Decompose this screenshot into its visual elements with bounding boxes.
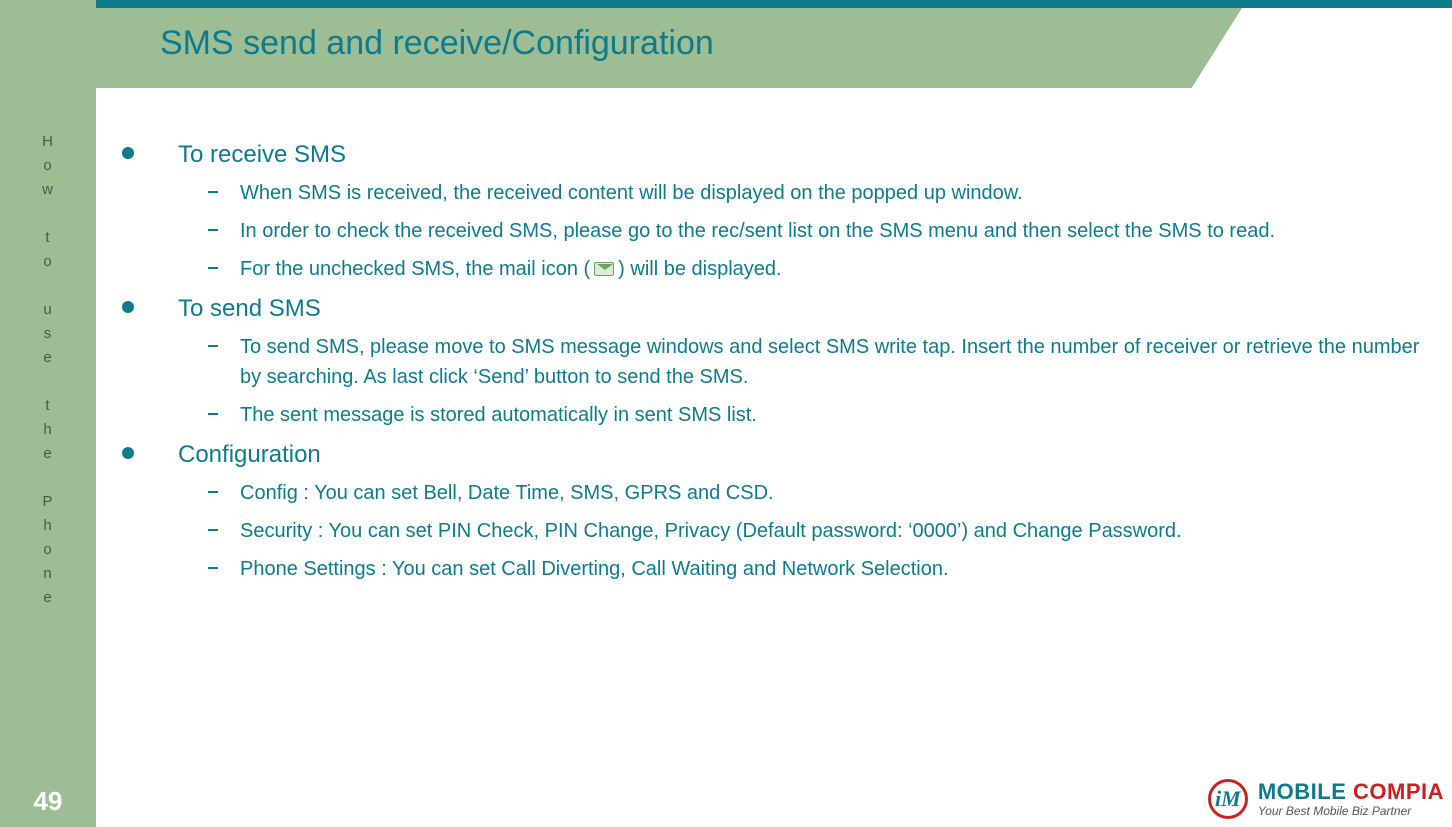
- section-heading: Configuration: [178, 438, 1436, 472]
- sub-bullet-list: When SMS is received, the received conte…: [178, 178, 1436, 284]
- header-curve: [1032, 8, 1452, 88]
- sidebar-label-char: h: [0, 418, 96, 442]
- top-accent-strip: [96, 0, 1452, 8]
- bullet-dot-icon: [122, 301, 134, 313]
- bullet-dash-icon: [208, 267, 218, 269]
- section-heading: To receive SMS: [178, 138, 1436, 172]
- sidebar-label-char: t: [0, 226, 96, 250]
- sub-bullet-text: The sent message is stored automatically…: [240, 400, 1436, 430]
- sidebar-label-char: h: [0, 514, 96, 538]
- sidebar-label-char: u: [0, 298, 96, 322]
- section: To receive SMS When SMS is received, the …: [116, 138, 1436, 284]
- sidebar-label-char: [0, 466, 96, 490]
- section: To send SMS To send SMS, please move to S…: [116, 292, 1436, 430]
- sidebar-label-char: o: [0, 538, 96, 562]
- sidebar-label-char: o: [0, 154, 96, 178]
- sub-bullet-item: Phone Settings : You can set Call Divert…: [178, 554, 1436, 584]
- sub-bullet-list: Config : You can set Bell, Date Time, SM…: [178, 478, 1436, 584]
- sidebar-label-char: e: [0, 586, 96, 610]
- logo-tagline: Your Best Mobile Biz Partner: [1258, 805, 1444, 817]
- sub-bullet-item: In order to check the received SMS, plea…: [178, 216, 1436, 246]
- sub-bullet-text: Config : You can set Bell, Date Time, SM…: [240, 478, 1436, 508]
- sub-bullet-item: Config : You can set Bell, Date Time, SM…: [178, 478, 1436, 508]
- content-panel: To receive SMS When SMS is received, the …: [96, 88, 1452, 827]
- bullet-dash-icon: [208, 191, 218, 193]
- sub-bullet-item: The sent message is stored automatically…: [178, 400, 1436, 430]
- sidebar-label-char: H: [0, 130, 96, 154]
- bullet-dash-icon: [208, 529, 218, 531]
- sidebar: How to use the Phone 49: [0, 0, 96, 827]
- sidebar-label-char: [0, 202, 96, 226]
- bullet-dash-icon: [208, 567, 218, 569]
- logo-mark-icon: iM: [1208, 779, 1248, 819]
- sub-bullet-text: For the unchecked SMS, the mail icon ( ) …: [240, 254, 1436, 284]
- sidebar-label-char: s: [0, 322, 96, 346]
- sidebar-label-char: [0, 370, 96, 394]
- section-heading: To send SMS: [178, 292, 1436, 326]
- bullet-dot-icon: [122, 147, 134, 159]
- logo-name-part1: MOBILE: [1258, 779, 1353, 804]
- sub-bullet-text: Security : You can set PIN Check, PIN Ch…: [240, 516, 1436, 546]
- bullet-dash-icon: [208, 413, 218, 415]
- sidebar-label-char: t: [0, 394, 96, 418]
- logo-name-part2: COMPIA: [1353, 779, 1444, 804]
- text-post: ) will be displayed.: [618, 258, 781, 280]
- sidebar-label-char: n: [0, 562, 96, 586]
- brand-logo: iM MOBILE COMPIA Your Best Mobile Biz Pa…: [1208, 779, 1444, 819]
- sidebar-label-char: e: [0, 442, 96, 466]
- mail-icon: [594, 262, 614, 276]
- sub-bullet-list: To send SMS, please move to SMS message …: [178, 332, 1436, 430]
- bullet-dash-icon: [208, 345, 218, 347]
- sidebar-label-char: e: [0, 346, 96, 370]
- logo-text: MOBILE COMPIA Your Best Mobile Biz Partn…: [1258, 781, 1444, 817]
- bullet-list: To receive SMS When SMS is received, the …: [116, 138, 1436, 584]
- page-number: 49: [0, 786, 96, 817]
- sidebar-label-char: [0, 274, 96, 298]
- slide: How to use the Phone 49 SMS send and rec…: [0, 0, 1452, 827]
- sub-bullet-text: In order to check the received SMS, plea…: [240, 216, 1436, 246]
- bullet-dot-icon: [122, 447, 134, 459]
- sidebar-label-char: w: [0, 178, 96, 202]
- sidebar-vertical-label: How to use the Phone: [0, 130, 96, 610]
- slide-title: SMS send and receive/Configuration: [160, 24, 714, 63]
- content-body: To receive SMS When SMS is received, the …: [116, 138, 1436, 592]
- sub-bullet-text: Phone Settings : You can set Call Divert…: [240, 554, 1436, 584]
- logo-name: MOBILE COMPIA: [1258, 781, 1444, 803]
- sub-bullet-item: When SMS is received, the received conte…: [178, 178, 1436, 208]
- text-pre: For the unchecked SMS, the mail icon (: [240, 258, 590, 280]
- sub-bullet-item: To send SMS, please move to SMS message …: [178, 332, 1436, 392]
- sub-bullet-item: Security : You can set PIN Check, PIN Ch…: [178, 516, 1436, 546]
- section: Configuration Config : You can set Bell, …: [116, 438, 1436, 584]
- sidebar-label-char: P: [0, 490, 96, 514]
- sub-bullet-text: When SMS is received, the received conte…: [240, 178, 1436, 208]
- bullet-dash-icon: [208, 491, 218, 493]
- bullet-dash-icon: [208, 229, 218, 231]
- sidebar-label-char: o: [0, 250, 96, 274]
- sub-bullet-text: To send SMS, please move to SMS message …: [240, 332, 1436, 392]
- sub-bullet-item: For the unchecked SMS, the mail icon ( ) …: [178, 254, 1436, 284]
